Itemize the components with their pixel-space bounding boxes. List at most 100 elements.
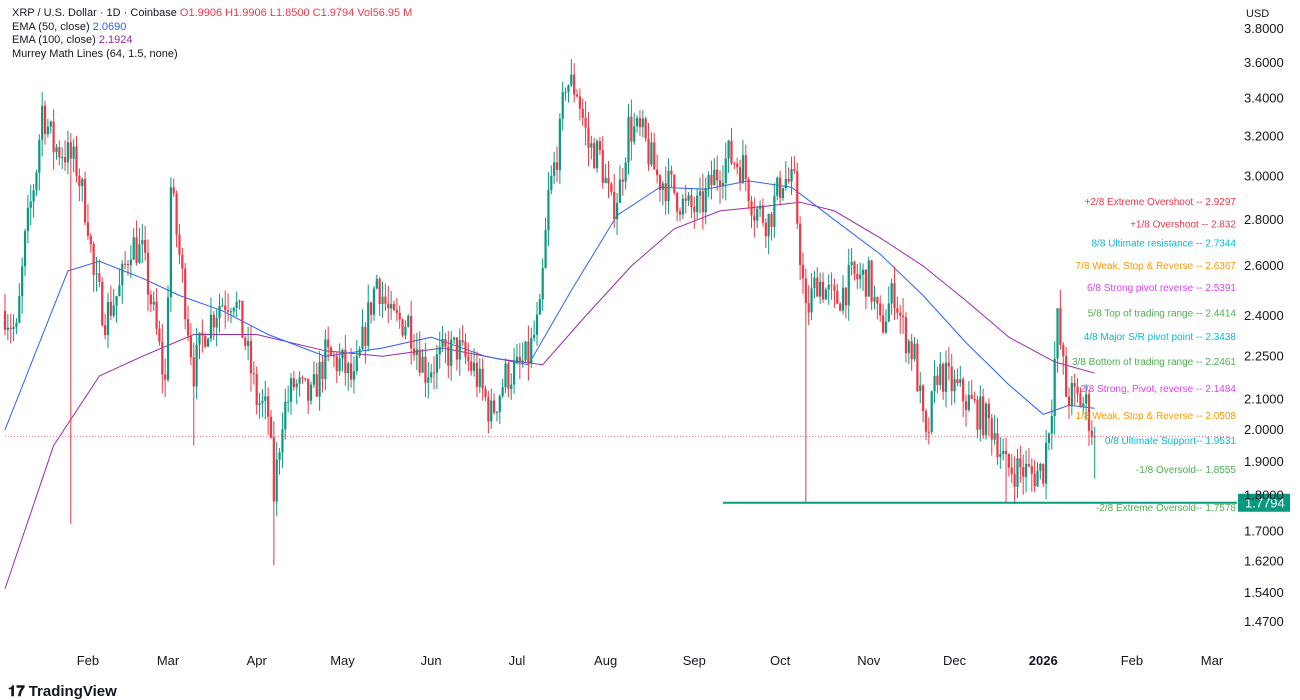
candle-body[interactable] [758,205,762,209]
candle-body[interactable] [964,401,968,411]
candle-body[interactable] [1042,463,1045,484]
candle-body[interactable] [301,377,304,379]
candle-body[interactable] [887,303,890,322]
candle-body[interactable] [432,372,436,374]
candle-body[interactable] [355,355,358,372]
candle-body[interactable] [721,183,724,187]
candle-body[interactable] [1007,454,1011,468]
candle-body[interactable] [807,302,810,313]
candle-body[interactable] [309,384,313,401]
candle-body[interactable] [919,385,922,392]
candle-body[interactable] [484,388,487,398]
candle-body[interactable] [312,374,315,385]
candle-body[interactable] [518,356,521,363]
candle-body[interactable] [813,277,816,289]
candle-body[interactable] [667,170,670,202]
candle-body[interactable] [384,296,387,304]
candle-body[interactable] [776,177,779,196]
candle-body[interactable] [593,143,596,169]
candle-body[interactable] [126,264,130,266]
candle-body[interactable] [690,195,693,207]
candle-body[interactable] [267,396,270,417]
candle-body[interactable] [101,281,104,326]
candle-body[interactable] [344,349,347,374]
candle-body[interactable] [52,121,55,153]
candle-body[interactable] [58,147,61,158]
candle-body[interactable] [624,162,627,182]
candle-body[interactable] [12,326,15,330]
candle-body[interactable] [979,396,982,430]
candle-body[interactable] [910,341,913,360]
candle-body[interactable] [1004,450,1008,455]
candle-body[interactable] [232,307,235,312]
candle-body[interactable] [104,325,107,335]
candle-body[interactable] [847,265,850,306]
candle-body[interactable] [381,296,384,305]
candle-body[interactable] [255,373,258,406]
candle-body[interactable] [913,343,916,360]
candle-body[interactable] [378,278,381,305]
candle-body[interactable] [447,346,450,366]
candle-body[interactable] [138,244,141,264]
candle-body[interactable] [152,301,155,305]
candle-body[interactable] [412,348,416,355]
candle-body[interactable] [573,74,576,95]
candle-body[interactable] [901,315,905,318]
candle-body[interactable] [530,337,533,364]
candle-body[interactable] [158,328,161,342]
candle-body[interactable] [804,278,807,303]
candle-body[interactable] [304,378,307,380]
candle-body[interactable] [987,403,990,419]
candle-body[interactable] [718,180,722,187]
candle-body[interactable] [467,356,470,362]
candle-body[interactable] [41,105,44,140]
candle-body[interactable] [63,157,67,163]
candle-body[interactable] [1082,403,1085,408]
candle-body[interactable] [930,391,933,432]
candle-body[interactable] [347,363,350,374]
candle-body[interactable] [510,384,513,389]
candle-body[interactable] [684,198,687,201]
candle-body[interactable] [229,311,233,313]
candle-body[interactable] [404,326,407,336]
candle-body[interactable] [392,304,396,310]
candle-body[interactable] [744,155,747,180]
candle-body[interactable] [106,301,110,335]
candle-body[interactable] [810,288,813,313]
candle-body[interactable] [49,121,52,127]
candle-body[interactable] [638,118,642,128]
candle-body[interactable] [338,358,341,372]
candle-body[interactable] [879,303,882,316]
candle-body[interactable] [164,374,167,380]
candle-body[interactable] [587,127,590,148]
candle-body[interactable] [169,187,172,298]
candle-body[interactable] [470,361,473,371]
candle-body[interactable] [767,213,770,237]
candle-body[interactable] [959,379,962,383]
candle-body[interactable] [129,259,132,265]
candle-body[interactable] [295,383,298,388]
candle-body[interactable] [936,375,939,385]
candle-body[interactable] [461,340,464,342]
candle-body[interactable] [1087,394,1091,431]
candle-body[interactable] [613,191,616,220]
candle-body[interactable] [907,341,910,353]
candle-body[interactable] [66,142,70,163]
candle-body[interactable] [450,339,453,366]
candle-body[interactable] [3,310,7,330]
candle-body[interactable] [43,105,47,135]
candle-body[interactable] [867,260,870,297]
candle-body[interactable] [172,187,175,194]
candle-body[interactable] [544,230,547,268]
legend-murrey-row[interactable]: Murrey Math Lines (64, 1.5, none) [12,48,412,62]
candle-body[interactable] [1085,394,1088,404]
candle-body[interactable] [1079,393,1082,408]
candle-body[interactable] [778,177,782,198]
candle-body[interactable] [35,172,38,191]
candle-body[interactable] [1050,416,1053,434]
candle-body[interactable] [799,223,802,265]
candle-body[interactable] [650,142,653,165]
candle-body[interactable] [72,146,75,159]
candle-body[interactable] [1036,470,1039,487]
candle-body[interactable] [861,269,865,275]
